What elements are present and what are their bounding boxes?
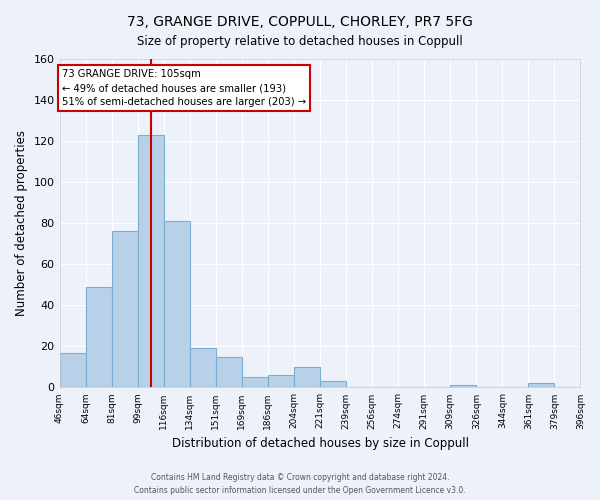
- Bar: [216, 356, 242, 388]
- Bar: [86, 287, 112, 388]
- Bar: [529, 384, 554, 388]
- X-axis label: Distribution of detached houses by size in Coppull: Distribution of detached houses by size …: [172, 437, 469, 450]
- Bar: [59, 352, 86, 388]
- Text: Size of property relative to detached houses in Coppull: Size of property relative to detached ho…: [137, 35, 463, 48]
- Bar: [112, 232, 137, 388]
- Bar: [450, 386, 476, 388]
- Bar: [242, 377, 268, 388]
- Y-axis label: Number of detached properties: Number of detached properties: [15, 130, 28, 316]
- Bar: [294, 367, 320, 388]
- Bar: [164, 221, 190, 388]
- Text: 73, GRANGE DRIVE, COPPULL, CHORLEY, PR7 5FG: 73, GRANGE DRIVE, COPPULL, CHORLEY, PR7 …: [127, 15, 473, 29]
- Bar: [137, 135, 164, 388]
- Text: Contains HM Land Registry data © Crown copyright and database right 2024.
Contai: Contains HM Land Registry data © Crown c…: [134, 474, 466, 495]
- Bar: [320, 382, 346, 388]
- Text: 73 GRANGE DRIVE: 105sqm
← 49% of detached houses are smaller (193)
51% of semi-d: 73 GRANGE DRIVE: 105sqm ← 49% of detache…: [62, 70, 306, 108]
- Bar: [268, 375, 294, 388]
- Bar: [190, 348, 216, 388]
